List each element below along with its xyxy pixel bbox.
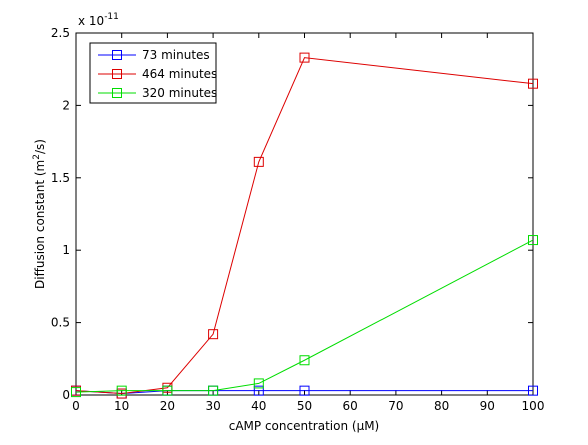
data-point [528, 78, 538, 89]
y-exponent-power: -11 [104, 12, 119, 22]
y-tick-label: 0 [62, 388, 70, 402]
legend-marker [112, 69, 122, 79]
x-tick-label: 70 [388, 399, 403, 413]
y-axis-label-sup: 2 [32, 154, 42, 160]
x-tick-label: 90 [480, 399, 495, 413]
y-tick-label: 0.5 [51, 316, 70, 330]
data-point [253, 156, 264, 167]
y-exponent-label: x 10-11 [78, 12, 119, 28]
x-tick-label: 60 [343, 399, 358, 413]
data-point [299, 385, 310, 396]
x-tick-label: 50 [297, 399, 312, 413]
data-point [299, 355, 310, 366]
data-point [116, 385, 127, 396]
series-line [75, 57, 534, 395]
legend-label: 73 minutes [142, 48, 210, 62]
data-point [253, 378, 264, 389]
series-line [75, 239, 534, 393]
y-exponent-prefix: x 10 [78, 14, 104, 28]
legend: 73 minutes 464 minutes 320 minutes [89, 42, 217, 104]
x-tick-label: 100 [522, 399, 545, 413]
y-axis-label-tail: /s) [33, 139, 47, 154]
data-point [528, 235, 538, 246]
y-tick-label: 1.5 [51, 171, 70, 185]
x-tick-label: 20 [160, 399, 175, 413]
y-axis-label-main: Diffusion constant (m [33, 160, 47, 289]
data-point [71, 387, 81, 398]
x-tick-label: 0 [72, 399, 80, 413]
legend-marker [112, 88, 122, 98]
x-tick-label: 10 [114, 399, 129, 413]
x-tick-label: 40 [251, 399, 266, 413]
series-layer [71, 52, 538, 399]
legend-label: 464 minutes [142, 67, 217, 81]
data-point [162, 385, 173, 396]
axis-ticks: 0 10 20 30 40 50 60 70 80 90 100 0 0.5 1 1.5 2 2.5 [51, 26, 545, 413]
y-axis-label: Diffusion constant (m2/s) [32, 139, 47, 289]
y-tick-label: 2.5 [51, 26, 70, 40]
data-point [208, 385, 219, 396]
y-tick-label: 1 [62, 243, 70, 257]
legend-marker [112, 50, 122, 60]
x-tick-label: 30 [205, 399, 220, 413]
legend-label: 320 minutes [142, 86, 217, 100]
x-tick-label: 80 [434, 399, 449, 413]
data-point [528, 385, 538, 396]
x-axis-label: cAMP concentration (µM) [229, 419, 380, 433]
data-point [208, 329, 219, 340]
y-tick-label: 2 [62, 98, 70, 112]
data-point [253, 385, 264, 396]
data-point [299, 52, 310, 63]
